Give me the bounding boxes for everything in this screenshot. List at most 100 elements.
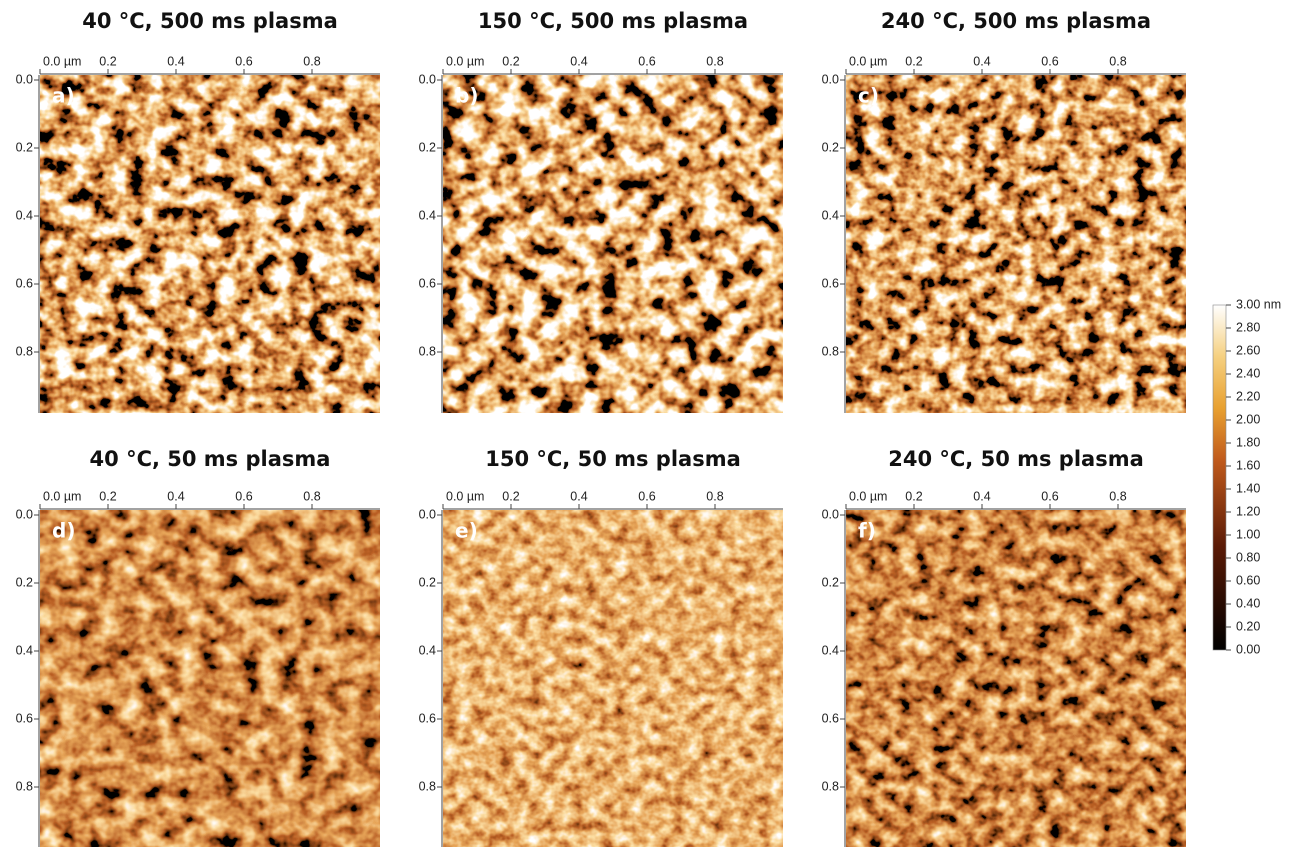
x-tick-label: 0.6: [638, 489, 655, 503]
y-tick-label: 0.4: [419, 643, 436, 657]
x-tick-label: 0.6: [638, 54, 655, 68]
x-tick-label: 0.0 µm: [446, 54, 484, 68]
afm-image: [443, 75, 783, 413]
x-tick-label: 0.0 µm: [446, 489, 484, 503]
y-tick-label: 0.0: [419, 72, 436, 86]
afm-image: [443, 510, 783, 847]
colorbar-tick-label: 1.00: [1236, 527, 1260, 541]
colorbar-tick-label: 3.00 nm: [1236, 297, 1281, 311]
y-tick-label: 0.4: [419, 208, 436, 222]
panel-label: a): [52, 84, 75, 108]
afm-image: [846, 75, 1186, 413]
panel-label: c): [858, 84, 879, 108]
y-tick-label: 0.2: [16, 140, 33, 154]
afm-panel: 40 °C, 500 ms plasma a) 0.0 µm 0.2 0.4 0.6 0.8…: [16, 9, 380, 413]
y-tick-label: 0.8: [419, 344, 436, 358]
colorbar: [1212, 304, 1227, 651]
x-tick-label: 0.8: [303, 489, 320, 503]
x-tick-label: 0.2: [502, 489, 519, 503]
y-tick-label: 0.6: [16, 711, 33, 725]
afm-panel: 40 °C, 50 ms plasma d) 0.0 µm 0.2 0.4 0.6 0.8 0…: [16, 447, 380, 847]
x-tick-label: 0.2: [905, 54, 922, 68]
afm-image: [40, 75, 380, 413]
x-tick-label: 0.4: [167, 54, 184, 68]
panel-label: f): [858, 519, 876, 543]
y-tick-label: 0.4: [822, 208, 839, 222]
panel-title: 150 °C, 500 ms plasma: [478, 9, 748, 33]
x-tick-label: 0.2: [905, 489, 922, 503]
colorbar-tick-label: 2.20: [1236, 389, 1260, 403]
colorbar-tick-label: 1.80: [1236, 435, 1260, 449]
y-tick-label: 0.6: [822, 276, 839, 290]
colorbar-tick-label: 1.60: [1236, 458, 1260, 472]
afm-image: [846, 510, 1186, 847]
x-tick-label: 0.4: [973, 489, 990, 503]
x-tick-label: 0.6: [1041, 489, 1058, 503]
y-tick-label: 0.8: [16, 344, 33, 358]
colorbar-tick-label: 2.60: [1236, 343, 1260, 357]
afm-panel: 150 °C, 500 ms plasma b) 0.0 µm 0.2 0.4 0.6 0.…: [419, 9, 783, 413]
y-tick-label: 0.2: [16, 575, 33, 589]
x-tick-label: 0.2: [99, 54, 116, 68]
x-tick-label: 0.8: [706, 489, 723, 503]
colorbar-tick-label: 2.40: [1236, 366, 1260, 380]
panel-label: d): [52, 519, 75, 543]
panel-label: b): [455, 84, 478, 108]
x-tick-label: 0.0 µm: [849, 54, 887, 68]
y-tick-label: 0.8: [822, 344, 839, 358]
x-tick-label: 0.6: [235, 54, 252, 68]
y-tick-label: 0.2: [419, 575, 436, 589]
y-tick-label: 0.8: [419, 779, 436, 793]
afm-panel: 150 °C, 50 ms plasma e) 0.0 µm 0.2 0.4 0.6 0.8…: [419, 447, 783, 847]
y-tick-label: 0.6: [419, 711, 436, 725]
panel-label: e): [455, 519, 478, 543]
afm-panel: 240 °C, 50 ms plasma f) 0.0 µm 0.2 0.4 0.6 0.8…: [822, 447, 1186, 847]
x-tick-label: 0.6: [1041, 54, 1058, 68]
panel-title: 40 °C, 50 ms plasma: [90, 447, 331, 471]
x-tick-label: 0.0 µm: [849, 489, 887, 503]
y-tick-label: 0.6: [822, 711, 839, 725]
y-tick-label: 0.8: [822, 779, 839, 793]
colorbar-tick-label: 1.20: [1236, 504, 1260, 518]
y-tick-label: 0.8: [16, 779, 33, 793]
afm-image: [40, 510, 380, 847]
y-tick-label: 0.4: [822, 643, 839, 657]
x-tick-label: 0.2: [99, 489, 116, 503]
colorbar-tick-label: 0.60: [1236, 573, 1260, 587]
y-tick-label: 0.2: [822, 140, 839, 154]
x-tick-label: 0.0 µm: [43, 54, 81, 68]
colorbar-tick-label: 0.00: [1236, 642, 1260, 656]
x-tick-label: 0.4: [167, 489, 184, 503]
x-tick-label: 0.8: [1109, 54, 1126, 68]
colorbar-tick-label: 1.40: [1236, 481, 1260, 495]
x-tick-label: 0.4: [570, 54, 587, 68]
y-tick-label: 0.0: [16, 72, 33, 86]
x-tick-label: 0.2: [502, 54, 519, 68]
y-tick-label: 0.0: [822, 72, 839, 86]
y-tick-label: 0.0: [822, 507, 839, 521]
x-tick-label: 0.0 µm: [43, 489, 81, 503]
x-tick-label: 0.6: [235, 489, 252, 503]
panel-title: 40 °C, 500 ms plasma: [82, 9, 338, 33]
y-tick-label: 0.6: [16, 276, 33, 290]
y-tick-label: 0.4: [16, 208, 33, 222]
x-tick-label: 0.8: [1109, 489, 1126, 503]
panel-title: 240 °C, 50 ms plasma: [888, 447, 1144, 471]
x-tick-label: 0.8: [303, 54, 320, 68]
colorbar-tick-label: 2.00: [1236, 412, 1260, 426]
panel-title: 240 °C, 500 ms plasma: [881, 9, 1151, 33]
colorbar-tick-label: 2.80: [1236, 320, 1260, 334]
afm-panel: 240 °C, 500 ms plasma c) 0.0 µm 0.2 0.4 0.6 0.…: [822, 9, 1186, 413]
x-tick-label: 0.8: [706, 54, 723, 68]
y-tick-label: 0.2: [419, 140, 436, 154]
colorbar-tick-label: 0.40: [1236, 596, 1260, 610]
y-tick-label: 0.2: [822, 575, 839, 589]
x-tick-label: 0.4: [570, 489, 587, 503]
y-tick-label: 0.6: [419, 276, 436, 290]
colorbar-tick-label: 0.80: [1236, 550, 1260, 564]
y-tick-label: 0.4: [16, 643, 33, 657]
y-tick-label: 0.0: [16, 507, 33, 521]
y-tick-label: 0.0: [419, 507, 436, 521]
x-tick-label: 0.4: [973, 54, 990, 68]
